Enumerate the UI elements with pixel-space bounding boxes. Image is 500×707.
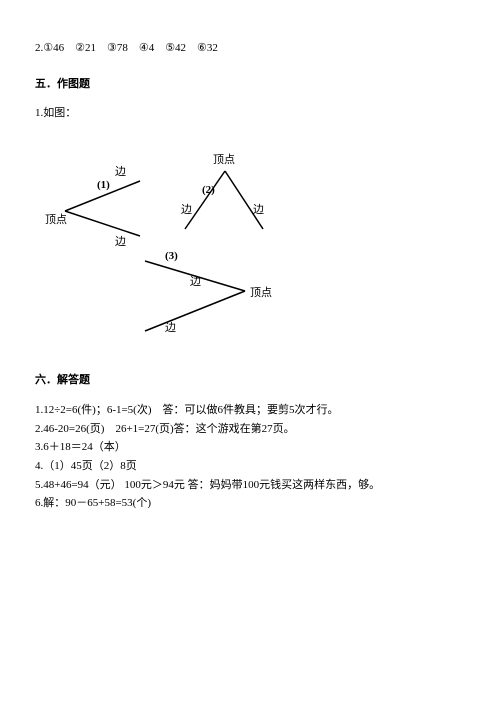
svg-text:边: 边 bbox=[115, 235, 126, 248]
answer-3: 3.6＋18＝24（本） bbox=[35, 438, 465, 457]
svg-text:边: 边 bbox=[115, 165, 126, 178]
angle-diagram: (1) 边 边 顶点 (2) 顶点 边 边 (3) 边 边 顶点 bbox=[45, 141, 325, 341]
svg-text:(1): (1) bbox=[97, 179, 110, 191]
answer-2: 2.46-20=26(页) 26+1=27(页)答：这个游戏在第27页。 bbox=[35, 420, 465, 439]
svg-text:边: 边 bbox=[165, 321, 176, 334]
section-6-title: 六．解答题 bbox=[35, 371, 465, 387]
svg-text:(3): (3) bbox=[165, 250, 178, 262]
svg-text:(2): (2) bbox=[202, 184, 215, 196]
svg-text:边: 边 bbox=[190, 275, 201, 288]
svg-text:顶点: 顶点 bbox=[250, 286, 272, 299]
line-2: 2.①46 ②21 ③78 ④4 ⑤42 ⑥32 bbox=[35, 40, 465, 57]
section-5-item-1: 1.如图： bbox=[35, 105, 465, 122]
svg-text:边: 边 bbox=[253, 203, 264, 216]
answer-1: 1.12÷2=6(件)；6-1=5(次) 答：可以做6件教具；要剪5次才行。 bbox=[35, 401, 465, 420]
svg-text:边: 边 bbox=[181, 203, 192, 216]
section-5-title: 五．作图题 bbox=[35, 75, 465, 91]
svg-text:顶点: 顶点 bbox=[213, 153, 235, 166]
answer-5: 5.48+46=94（元） 100元＞94元 答：妈妈带100元钱买这两样东西，… bbox=[35, 476, 465, 495]
answer-block: 1.12÷2=6(件)；6-1=5(次) 答：可以做6件教具；要剪5次才行。 2… bbox=[35, 401, 465, 513]
answer-4: 4.（1）45页（2）8页 bbox=[35, 457, 465, 476]
svg-text:顶点: 顶点 bbox=[45, 213, 67, 226]
answer-6: 6.解：90－65+58=53(个) bbox=[35, 494, 465, 513]
